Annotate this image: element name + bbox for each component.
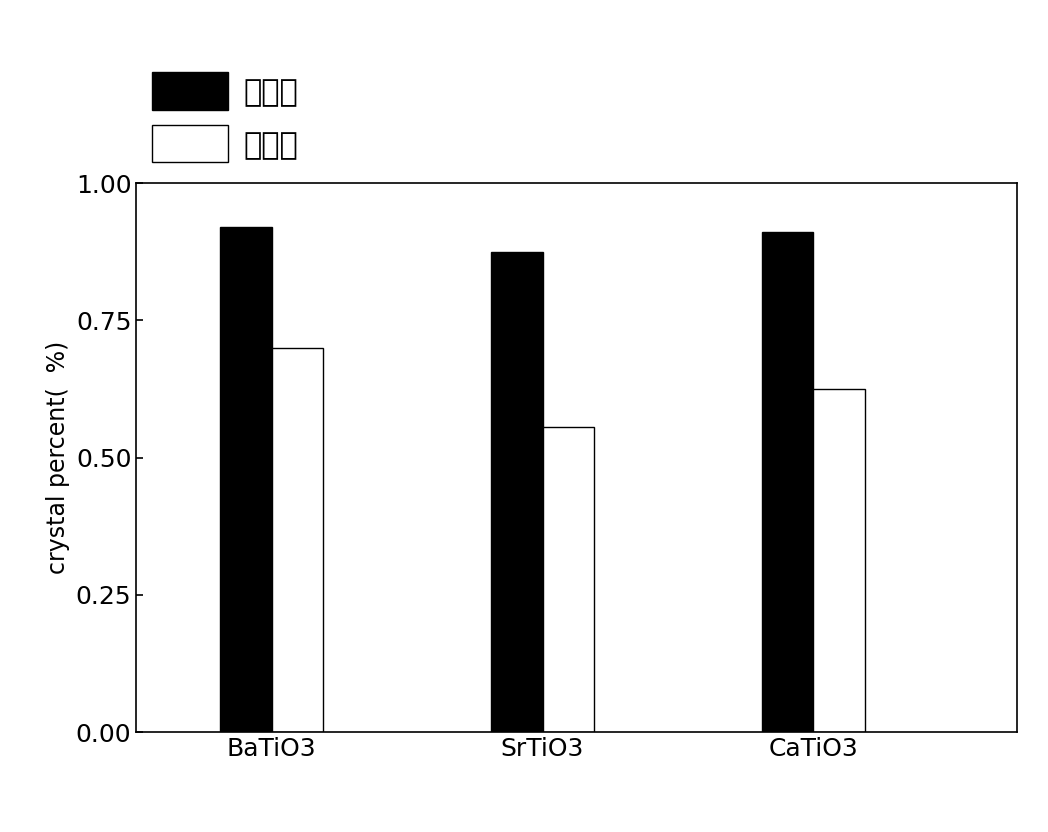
Bar — [220, 227, 271, 732]
Bar — [271, 348, 323, 732]
Bar — [492, 251, 543, 732]
Bar — [762, 232, 813, 732]
Bar — [813, 389, 865, 732]
Y-axis label: crystal percent(  %): crystal percent( %) — [46, 341, 70, 574]
Legend: 球磨粉, 原始粉: 球磨粉, 原始粉 — [152, 72, 298, 162]
Bar — [543, 428, 594, 732]
